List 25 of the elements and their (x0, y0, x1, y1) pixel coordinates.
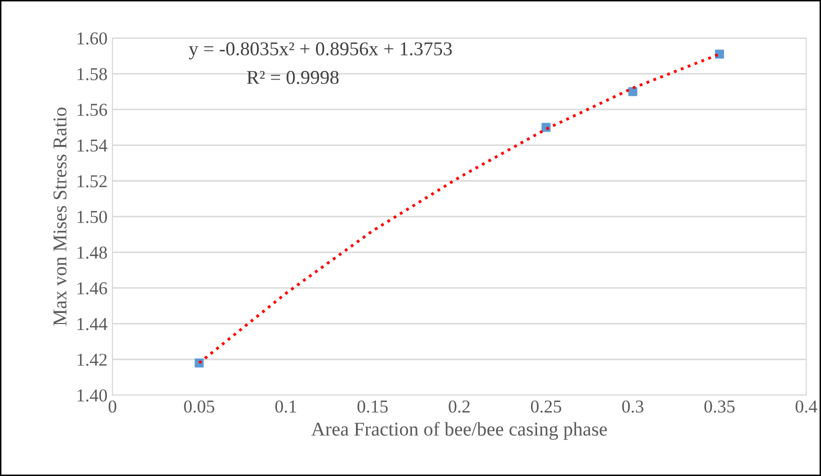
x-tick-label: 0.05 (184, 400, 214, 413)
y-tick-label: 1.58 (78, 68, 107, 80)
y-tick-label: 1.52 (78, 175, 107, 188)
y-tick-label: 1.56 (78, 104, 108, 116)
x-tick-label: 0.1 (275, 400, 296, 413)
x-tick-label: 0.15 (358, 400, 388, 413)
x-tick-label: 0.3 (622, 400, 644, 413)
y-tick-label: 1.50 (78, 210, 107, 224)
x-tick-label: 0.4 (796, 400, 818, 413)
y-axis-title: Max von Mises Stress Ratio (53, 108, 67, 326)
x-tick-label: 0 (108, 400, 116, 413)
y-tick-label: 1.40 (78, 389, 107, 402)
y-tick-label: 1.42 (78, 354, 107, 366)
annotation: y = -0.8035x² + 0.8956x + 1.3753 (188, 42, 452, 60)
y-tick-label: 1.44 (78, 318, 108, 330)
y-tick-label: 1.60 (78, 32, 107, 45)
annotation: R² = 0.9998 (246, 70, 339, 84)
x-tick-label: 0.2 (448, 400, 470, 413)
y-tick-label: 1.54 (78, 140, 108, 152)
y-tick-label: 1.48 (78, 246, 107, 259)
y-tick-label: 1.46 (78, 282, 108, 294)
x-tick-label: 0.35 (704, 400, 735, 413)
point (628, 87, 638, 96)
x-axis-title: Area Fraction of bee/bee casing phase (311, 422, 607, 440)
x-tick-label: 0.25 (530, 400, 562, 413)
